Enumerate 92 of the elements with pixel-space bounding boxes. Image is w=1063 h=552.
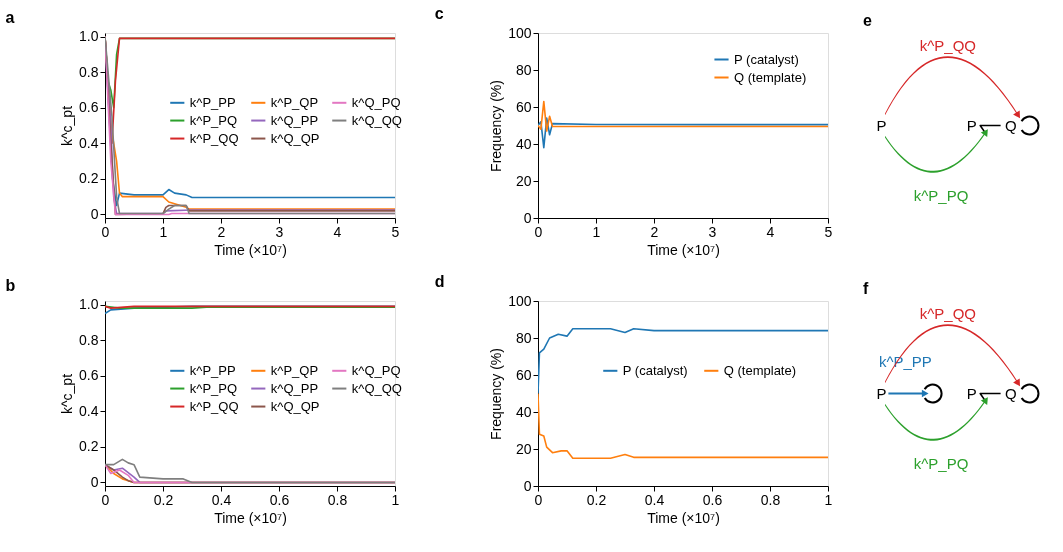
text: Q	[1004, 384, 1017, 402]
y-tick-label: 0.8	[79, 63, 99, 80]
y-tick-label: 0	[90, 473, 99, 490]
y-tick-label: 1.0	[79, 28, 99, 45]
x-tick-label: 2	[217, 223, 226, 240]
legend-label: Q (template)	[723, 362, 797, 378]
y-axis-title: k^c_pt	[59, 105, 76, 147]
text: k^P_PQ	[913, 454, 969, 472]
y-tick-label: 0	[523, 477, 532, 494]
legend-label: P (catalyst)	[622, 362, 688, 378]
legend-label: k^Q_PP	[270, 112, 319, 128]
x-tick-label: 0.4	[211, 491, 232, 508]
legend-label: k^P_QQ	[189, 130, 239, 146]
y-tick-label: 100	[508, 292, 532, 309]
y-tick-label: 0.8	[79, 331, 99, 348]
legend-label: k^Q_PP	[270, 380, 319, 396]
x-tick-label: 0	[101, 223, 110, 240]
y-tick-label: 60	[515, 366, 532, 383]
legend-label: k^Q_PQ	[351, 362, 401, 378]
legend-label: k^P_PP	[189, 362, 236, 378]
y-tick-label: 1.0	[79, 296, 99, 313]
y-tick-label: 0.4	[79, 402, 99, 419]
y-tick-label: 40	[515, 135, 532, 152]
text: e	[863, 12, 872, 29]
legend-label: k^Q_QP	[270, 398, 320, 414]
x-tick-label: 4	[333, 223, 342, 240]
x-tick-label: 0	[534, 491, 543, 508]
x-tick-label: 1	[391, 491, 400, 508]
legend-label: k^P_QQ	[189, 398, 239, 414]
text: f	[863, 280, 869, 297]
chart-title: a	[5, 8, 15, 26]
x-tick-label: 1	[824, 491, 833, 508]
text: Q	[1004, 116, 1017, 134]
legend-label: k^Q_QP	[270, 130, 320, 146]
x-axis-title: Time (×10⁷)	[647, 241, 720, 258]
y-tick-label: 0.6	[79, 367, 99, 384]
y-axis-title: Frequency (%)	[488, 348, 505, 440]
x-tick-label: 3	[708, 223, 717, 240]
legend-label: k^P_QP	[270, 362, 319, 378]
y-axis-title: k^c_pt	[59, 373, 76, 415]
y-tick-label: 60	[515, 98, 532, 115]
y-tick-label: 0.2	[79, 438, 99, 455]
y-tick-label: 0.2	[79, 170, 99, 187]
y-tick-label: 20	[515, 172, 532, 189]
x-tick-label: 0.4	[644, 491, 665, 508]
x-tick-label: 0.6	[702, 491, 723, 508]
chart-title: d	[434, 273, 445, 290]
legend-label: k^P_QP	[270, 94, 319, 110]
x-tick-label: 0.2	[153, 491, 174, 508]
y-tick-label: 80	[515, 329, 532, 346]
x-axis-title: Time (×10⁷)	[647, 509, 720, 526]
x-tick-label: 2	[650, 223, 659, 240]
y-tick-label: 0	[523, 209, 532, 226]
text: P	[966, 116, 977, 134]
x-tick-label: 5	[824, 223, 833, 240]
y-tick-label: 100	[508, 24, 532, 41]
x-tick-label: 0	[534, 223, 543, 240]
legend-label: k^P_PQ	[189, 380, 238, 396]
y-tick-label: 0.4	[79, 134, 99, 151]
chart-title: c	[434, 5, 444, 22]
x-tick-label: 0.6	[269, 491, 290, 508]
text: k^P_QQ	[919, 36, 977, 54]
y-tick-label: 20	[515, 440, 532, 457]
legend-label: k^P_PQ	[189, 112, 238, 128]
x-tick-label: 3	[275, 223, 284, 240]
x-tick-label: 1	[159, 223, 168, 240]
text: P	[876, 116, 887, 134]
y-axis-title: Frequency (%)	[488, 80, 505, 172]
legend-label: P (catalyst)	[734, 51, 799, 67]
x-axis-title: Time (×10⁷)	[214, 509, 287, 526]
legend-label: k^Q_PQ	[351, 94, 401, 110]
y-tick-label: 80	[515, 61, 532, 78]
x-tick-label: 4	[766, 223, 775, 240]
legend-label: k^Q_QQ	[351, 380, 402, 396]
x-tick-label: 0.8	[760, 491, 781, 508]
x-tick-label: 5	[391, 223, 400, 240]
text: k^P_QQ	[919, 304, 977, 322]
legend-label: k^P_PP	[189, 94, 236, 110]
legend-label: Q (template)	[734, 69, 807, 85]
y-tick-label: 0.6	[79, 99, 99, 116]
y-tick-label: 40	[515, 403, 532, 420]
y-tick-label: 0	[90, 205, 99, 222]
x-tick-label: 0.2	[586, 491, 607, 508]
x-tick-label: 0.8	[327, 491, 348, 508]
legend-label: k^Q_QQ	[351, 112, 402, 128]
chart-title: b	[5, 276, 16, 294]
x-tick-label: 1	[592, 223, 601, 240]
x-tick-label: 0	[101, 491, 110, 508]
text: k^P_PQ	[913, 186, 969, 204]
text: P	[876, 384, 887, 402]
x-axis-title: Time (×10⁷)	[214, 241, 287, 258]
text: P	[966, 384, 977, 402]
